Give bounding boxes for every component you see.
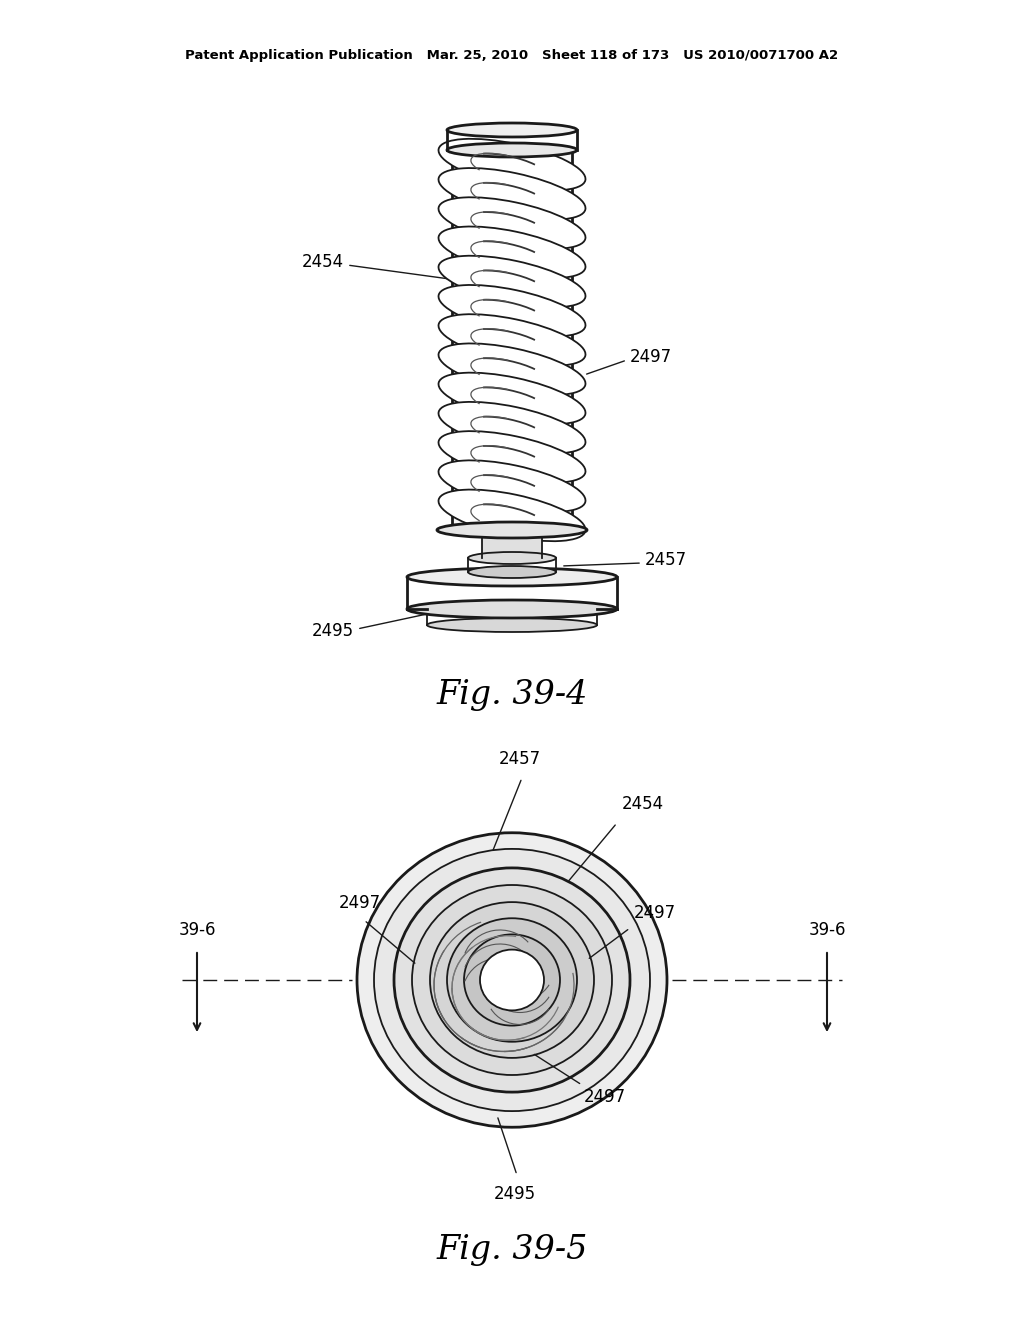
- Text: 39-6: 39-6: [808, 921, 846, 939]
- Text: 2497: 2497: [634, 904, 676, 921]
- Ellipse shape: [438, 432, 586, 483]
- Ellipse shape: [480, 949, 544, 1010]
- Ellipse shape: [438, 168, 586, 219]
- Ellipse shape: [427, 618, 597, 632]
- Text: Patent Application Publication   Mar. 25, 2010   Sheet 118 of 173   US 2010/0071: Patent Application Publication Mar. 25, …: [185, 49, 839, 62]
- Ellipse shape: [438, 227, 586, 279]
- Text: Fig. 39-4: Fig. 39-4: [436, 678, 588, 711]
- Ellipse shape: [438, 197, 586, 249]
- Text: Fig. 39-5: Fig. 39-5: [436, 1234, 588, 1266]
- Text: 2495: 2495: [312, 622, 354, 640]
- Ellipse shape: [438, 256, 586, 308]
- Ellipse shape: [464, 935, 560, 1026]
- Text: 2454: 2454: [622, 795, 665, 813]
- Ellipse shape: [394, 869, 630, 1092]
- Ellipse shape: [412, 884, 612, 1074]
- Ellipse shape: [438, 314, 586, 366]
- Ellipse shape: [468, 566, 556, 578]
- Ellipse shape: [438, 401, 586, 454]
- Ellipse shape: [430, 902, 594, 1057]
- Ellipse shape: [447, 919, 577, 1041]
- Ellipse shape: [407, 568, 617, 586]
- Ellipse shape: [447, 123, 577, 137]
- Ellipse shape: [447, 143, 577, 157]
- Ellipse shape: [438, 139, 586, 190]
- Ellipse shape: [374, 849, 650, 1111]
- Ellipse shape: [438, 490, 586, 541]
- Bar: [452, 150, 572, 531]
- Ellipse shape: [438, 372, 586, 424]
- Text: 39-6: 39-6: [178, 921, 216, 939]
- Ellipse shape: [438, 285, 586, 337]
- Ellipse shape: [438, 343, 586, 395]
- Text: 2497: 2497: [584, 1088, 626, 1106]
- Ellipse shape: [407, 601, 617, 618]
- Text: 2457: 2457: [645, 550, 687, 569]
- Ellipse shape: [437, 521, 587, 539]
- Ellipse shape: [438, 461, 586, 512]
- Text: 2457: 2457: [499, 750, 541, 768]
- Bar: [482, 539, 542, 558]
- Ellipse shape: [357, 833, 667, 1127]
- Text: 2497: 2497: [339, 894, 381, 912]
- Text: 2497: 2497: [630, 348, 672, 366]
- Text: 2495: 2495: [494, 1185, 536, 1204]
- Ellipse shape: [468, 552, 556, 564]
- Text: 2454: 2454: [302, 253, 344, 271]
